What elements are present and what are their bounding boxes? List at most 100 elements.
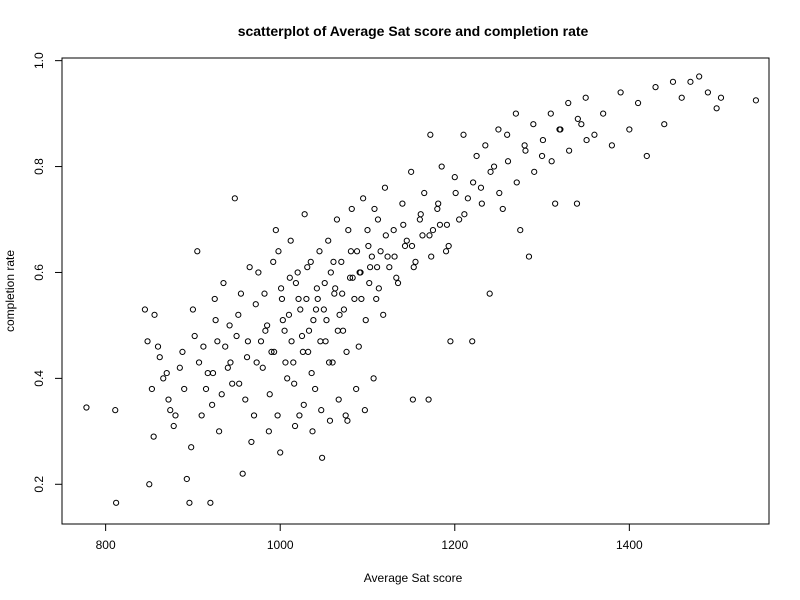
scatter-point	[310, 317, 317, 324]
scatter-point	[290, 359, 297, 366]
scatter-point	[278, 295, 286, 303]
scatter-point	[451, 174, 458, 181]
scatter-point	[250, 412, 258, 419]
scatter-point	[340, 306, 348, 313]
scatter-point	[318, 407, 325, 414]
scatter-point	[401, 242, 409, 250]
scatter-point	[421, 189, 428, 197]
scatter-point	[583, 136, 590, 144]
scatter-point	[442, 248, 450, 255]
scatter-point	[261, 290, 268, 297]
scatter-point	[557, 126, 564, 133]
scatter-point	[669, 78, 677, 85]
scatter-point	[427, 131, 434, 138]
scatter-point	[295, 295, 302, 303]
scatter-point	[346, 274, 354, 281]
scatter-point	[188, 444, 195, 451]
scatter-point	[634, 99, 642, 107]
scatter-point	[717, 94, 725, 101]
scatter-point	[370, 375, 377, 382]
scatter-point	[307, 258, 314, 265]
scatter-point	[291, 422, 299, 430]
scatter-point	[608, 142, 615, 149]
scatter-point	[351, 295, 358, 303]
scatter-point	[386, 264, 393, 271]
scatter-point	[531, 168, 538, 175]
scatter-point	[181, 385, 188, 393]
scatter-point	[566, 147, 573, 154]
scatter-point	[382, 232, 389, 239]
scatter-point	[300, 401, 307, 408]
scatter-point	[408, 242, 416, 250]
scatter-point	[239, 470, 246, 477]
scatter-point	[390, 227, 397, 234]
scatter-point	[220, 279, 227, 287]
scatter-point	[298, 332, 306, 340]
scatter-point	[222, 343, 229, 350]
scatter-point	[412, 258, 419, 265]
scatter-point	[364, 227, 371, 234]
scatter-point	[380, 311, 387, 318]
scatter-point	[83, 404, 90, 411]
scatter-point	[291, 380, 298, 387]
scatter-point	[477, 184, 485, 191]
scatter-point	[156, 354, 163, 361]
scatter-point	[512, 110, 519, 117]
scatter-point	[713, 105, 720, 112]
scatter-point	[189, 306, 197, 313]
scatter-point	[288, 338, 295, 345]
scatter-point	[317, 338, 324, 345]
scatter-point	[482, 142, 489, 149]
scatter-point	[353, 385, 360, 393]
scatter-point	[148, 385, 156, 393]
scatter-point	[445, 242, 452, 250]
scatter-point	[266, 391, 273, 398]
scatter-point	[150, 433, 157, 440]
scatter-point	[331, 290, 338, 297]
scatter-point	[321, 279, 328, 287]
scatter-point	[460, 131, 467, 138]
scatter-point	[248, 438, 255, 446]
scatter-point	[320, 306, 327, 313]
scatter-point	[428, 253, 435, 260]
scatter-point	[287, 237, 294, 244]
scatter-point	[270, 258, 277, 265]
scatter-point	[574, 115, 581, 122]
scatter-point	[452, 189, 459, 197]
scatter-point	[552, 200, 559, 207]
scatter-point	[319, 454, 326, 461]
scatter-point	[752, 97, 760, 104]
scatter-point	[504, 131, 511, 138]
scatter-point	[473, 152, 480, 160]
scatter-point	[330, 258, 337, 265]
scatter-point	[661, 121, 668, 128]
scatter-point	[212, 317, 219, 324]
scatter-point	[244, 338, 252, 345]
scatter-point	[209, 369, 217, 377]
scatter-point	[285, 311, 293, 318]
scatter-point	[214, 338, 221, 345]
scatter-point	[191, 332, 198, 340]
scatter-point	[198, 412, 205, 419]
scatter-point	[438, 163, 445, 170]
scatter-point	[233, 332, 240, 340]
scatter-point	[195, 359, 203, 366]
scatter-point	[409, 396, 416, 403]
scatter-point	[186, 499, 193, 506]
scatter-point	[202, 385, 210, 393]
scatter-point	[399, 200, 406, 207]
scatter-point	[336, 311, 343, 318]
scatter-point	[279, 317, 286, 324]
scatter-point	[490, 163, 498, 170]
scatter-point	[704, 89, 712, 96]
scatter-point	[373, 264, 381, 271]
scatter-point	[355, 343, 362, 350]
scatter-point	[236, 380, 243, 387]
scatter-point	[314, 295, 321, 303]
scatter-point	[469, 338, 476, 345]
scatter-point	[573, 200, 581, 207]
scatter-point	[525, 253, 533, 260]
scatter-point	[521, 142, 528, 149]
scatter-point	[113, 499, 120, 506]
